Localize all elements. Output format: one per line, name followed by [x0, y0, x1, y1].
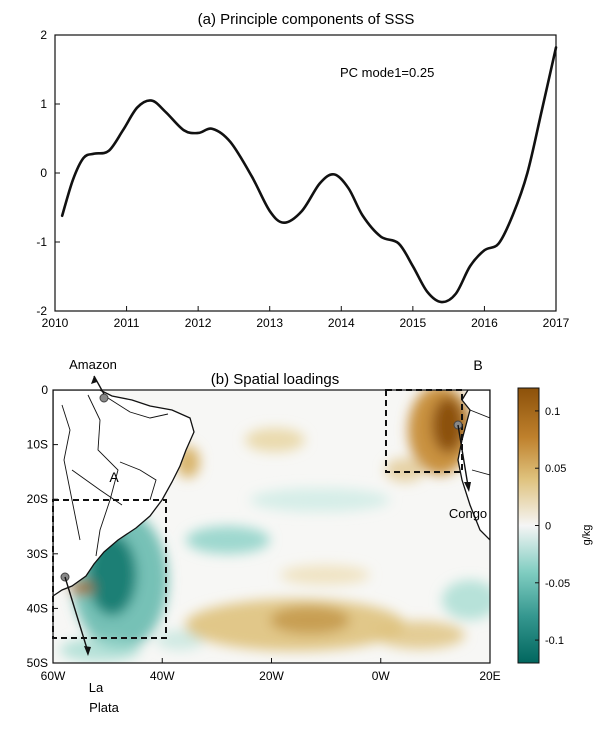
region-box-a	[52, 499, 167, 639]
region-b-label: B	[473, 357, 482, 373]
map-x-tick-label: 0W	[372, 669, 391, 683]
y-tick-label: 2	[40, 28, 47, 42]
country-borders	[61, 394, 169, 557]
map-y-tick-label: 10S	[27, 438, 48, 452]
x-tick-label: 2011	[114, 316, 140, 330]
x-tick-label: 2014	[328, 316, 355, 330]
colorbar-ticks: 0.1 0.05 0 -0.05 -0.1	[535, 406, 570, 647]
map-axis-ticks: 60W 40W 20W 0W 20E 0 10S 20S 30S 40S 50S	[27, 383, 501, 683]
panel-a-line-chart: (a) Principle components of SSS PC mode1…	[36, 11, 569, 330]
region-a-label: A	[109, 469, 119, 485]
x-tick-label: 2010	[42, 316, 69, 330]
loading-field	[53, 390, 490, 663]
y-tick-label: -2	[36, 304, 47, 318]
colorbar-tick-label: 0.05	[545, 463, 566, 475]
map-y-tick-label: 30S	[27, 547, 48, 561]
region-box-b	[385, 389, 463, 473]
map-y-tick-label: 0	[41, 383, 48, 397]
map-x-tick-label: 40W	[150, 669, 175, 683]
x-tick-label: 2012	[185, 316, 212, 330]
x-tick-label: 2013	[256, 316, 283, 330]
y-tick-label: 1	[40, 97, 47, 111]
y-tick-label: -1	[36, 235, 47, 249]
panel-b-spatial-map: (b) Spatial loadings	[27, 357, 593, 715]
x-tick-label: 2016	[471, 316, 498, 330]
plot-frame	[54, 34, 557, 312]
colorbar-tick-label: 0.1	[545, 406, 560, 418]
map-y-tick-label: 40S	[27, 601, 48, 615]
la-plata-label-line2: Plata	[89, 700, 119, 715]
map-x-tick-label: 20W	[259, 669, 284, 683]
colorbar: 0.1 0.05 0 -0.05 -0.1 g/kg	[517, 387, 593, 664]
pc-mode1-series-line	[60, 46, 558, 304]
x-tick-label: 2017	[543, 316, 570, 330]
map-x-tick-label: 60W	[41, 669, 66, 683]
axis-ticks: 2010 2011 2012 2013 2014 2015 2016 2017 -2 -1 0 1 2	[36, 28, 569, 330]
river-markers	[60, 375, 471, 656]
pc-annotation: PC mode1=0.25	[340, 65, 434, 80]
chart-title: (a) Principle components of SSS	[198, 11, 415, 28]
south-america-land	[53, 390, 195, 597]
colorbar-tick-label: -0.1	[545, 635, 564, 647]
colorbar-tick-label: -0.05	[545, 578, 570, 590]
congo-label: Congo	[449, 506, 487, 521]
map-y-tick-label: 50S	[27, 656, 48, 670]
la-plata-label-line1: La	[89, 680, 104, 695]
colorbar-tick-label: 0	[545, 521, 551, 533]
amazon-label: Amazon	[69, 357, 117, 372]
map-x-tick-label: 20E	[479, 669, 500, 683]
map-title: (b) Spatial loadings	[211, 371, 339, 388]
x-tick-label: 2015	[400, 316, 427, 330]
colorbar-unit-label: g/kg	[581, 525, 593, 546]
y-tick-label: 0	[40, 166, 47, 180]
map-y-tick-label: 20S	[27, 492, 48, 506]
